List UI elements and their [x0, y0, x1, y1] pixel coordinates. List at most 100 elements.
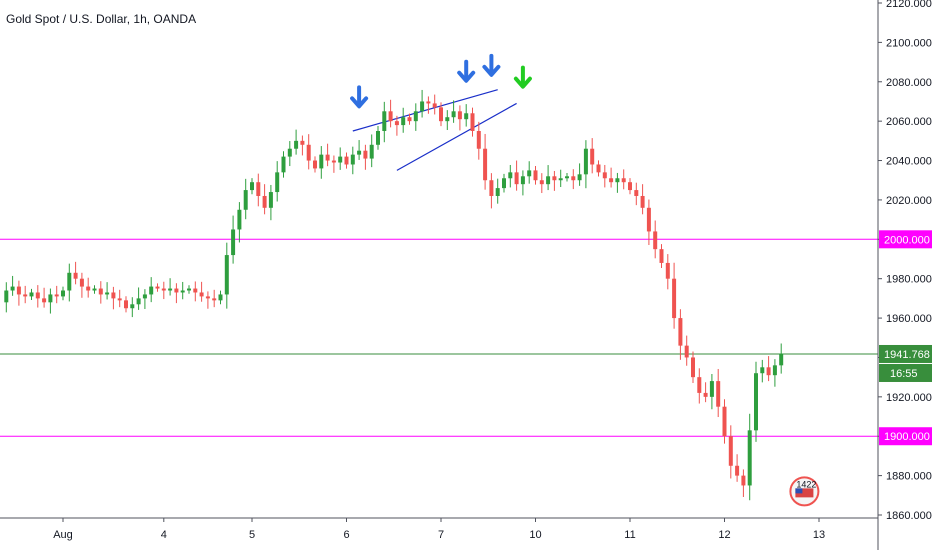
candle-body	[161, 288, 166, 291]
candle-body	[760, 367, 765, 374]
candle-body	[287, 148, 292, 157]
candle-body	[678, 318, 683, 346]
candle-body	[495, 188, 500, 196]
candle-body	[300, 140, 305, 145]
candle-body	[281, 156, 286, 173]
candle-body	[369, 144, 374, 159]
candle-body	[73, 272, 78, 279]
countdown-tag	[879, 363, 932, 382]
candle-body	[628, 182, 632, 191]
candle-body	[10, 286, 15, 291]
candle-body	[558, 178, 563, 181]
candle-body	[262, 195, 267, 208]
candle-body	[401, 117, 406, 126]
candle-body	[451, 111, 456, 118]
candle-body	[180, 290, 185, 293]
candle-body	[111, 292, 116, 299]
candle-body	[476, 131, 481, 149]
candle-body	[61, 290, 65, 297]
chart-title: Gold Spot / U.S. Dollar, 1h, OANDA	[6, 12, 197, 26]
candle-body	[243, 190, 248, 210]
candle-body	[464, 113, 469, 120]
candle-body	[149, 286, 154, 295]
candle-body	[388, 111, 393, 122]
candle-body	[16, 286, 21, 295]
candle-body	[728, 436, 733, 466]
candle-body	[539, 180, 544, 185]
candle-body	[691, 357, 695, 378]
candle-body	[552, 176, 557, 181]
candle-body	[583, 148, 588, 175]
y-tick-label: 1960.000	[886, 313, 932, 325]
candle-body	[420, 101, 425, 112]
candle-body	[79, 278, 84, 287]
candle-body	[596, 164, 601, 173]
candle-body	[508, 172, 513, 179]
candle-body	[602, 172, 607, 179]
candle-body	[29, 292, 34, 297]
down-arrow-icon	[350, 85, 369, 109]
candle-body	[653, 231, 658, 250]
candle-body	[212, 298, 217, 301]
candles	[4, 89, 784, 501]
candle-body	[376, 131, 380, 145]
candle-body	[413, 111, 418, 122]
y-tick-label: 1880.000	[886, 471, 932, 483]
candle-body	[640, 195, 645, 208]
candle-body	[325, 154, 330, 161]
candle-body	[168, 288, 173, 291]
flag-stripes	[795, 488, 814, 498]
candle-body	[615, 178, 620, 183]
candle-body	[445, 117, 450, 122]
y-tick-label: 1980.000	[886, 274, 932, 286]
arrow-head	[457, 70, 476, 83]
candle-body	[709, 381, 714, 397]
x-tick-label: 11	[624, 529, 635, 541]
candle-body	[779, 353, 784, 366]
candle-body	[250, 182, 254, 191]
horizontal-levels	[0, 238, 878, 437]
candle-body	[54, 294, 59, 297]
candle-body	[722, 406, 727, 437]
candle-body	[382, 111, 387, 131]
candle-body	[231, 229, 236, 256]
candle-body	[697, 377, 702, 393]
x-tick-label: 10	[529, 529, 541, 541]
y-tick-label: 2020.000	[886, 195, 932, 207]
candle-body	[514, 172, 519, 185]
candle-body	[357, 150, 362, 155]
candle-body	[275, 172, 280, 193]
candle-body	[684, 345, 689, 358]
x-tick-label: Aug	[53, 529, 73, 541]
candle-body	[98, 288, 103, 295]
candle-body	[142, 294, 147, 299]
candle-body	[634, 190, 639, 196]
candle-body	[665, 262, 670, 279]
x-tick-label: 6	[343, 529, 349, 541]
price-tag	[879, 344, 932, 363]
candle-body	[489, 180, 494, 196]
candle-body	[136, 298, 141, 305]
candle-body	[205, 296, 210, 299]
candle-body	[590, 148, 595, 165]
candle-body	[716, 381, 721, 407]
price-tag	[879, 427, 932, 446]
x-tick-label: 13	[813, 529, 825, 541]
price-tag-label: 1900.000	[884, 431, 930, 443]
candle-body	[130, 304, 135, 309]
candle-body	[520, 176, 525, 185]
down-arrow-icon	[482, 53, 501, 77]
down-arrow-icon	[457, 59, 476, 83]
candle-body	[4, 290, 9, 303]
candle-body	[577, 174, 582, 181]
candle-body	[193, 288, 198, 293]
price-tag-label: 2000.000	[884, 234, 930, 246]
candle-body	[527, 170, 532, 177]
arrow-head	[513, 76, 532, 89]
candle-body	[565, 176, 569, 179]
candle-body	[42, 298, 47, 303]
candle-body	[394, 121, 399, 126]
candle-body	[772, 365, 777, 376]
candle-body	[306, 144, 311, 161]
